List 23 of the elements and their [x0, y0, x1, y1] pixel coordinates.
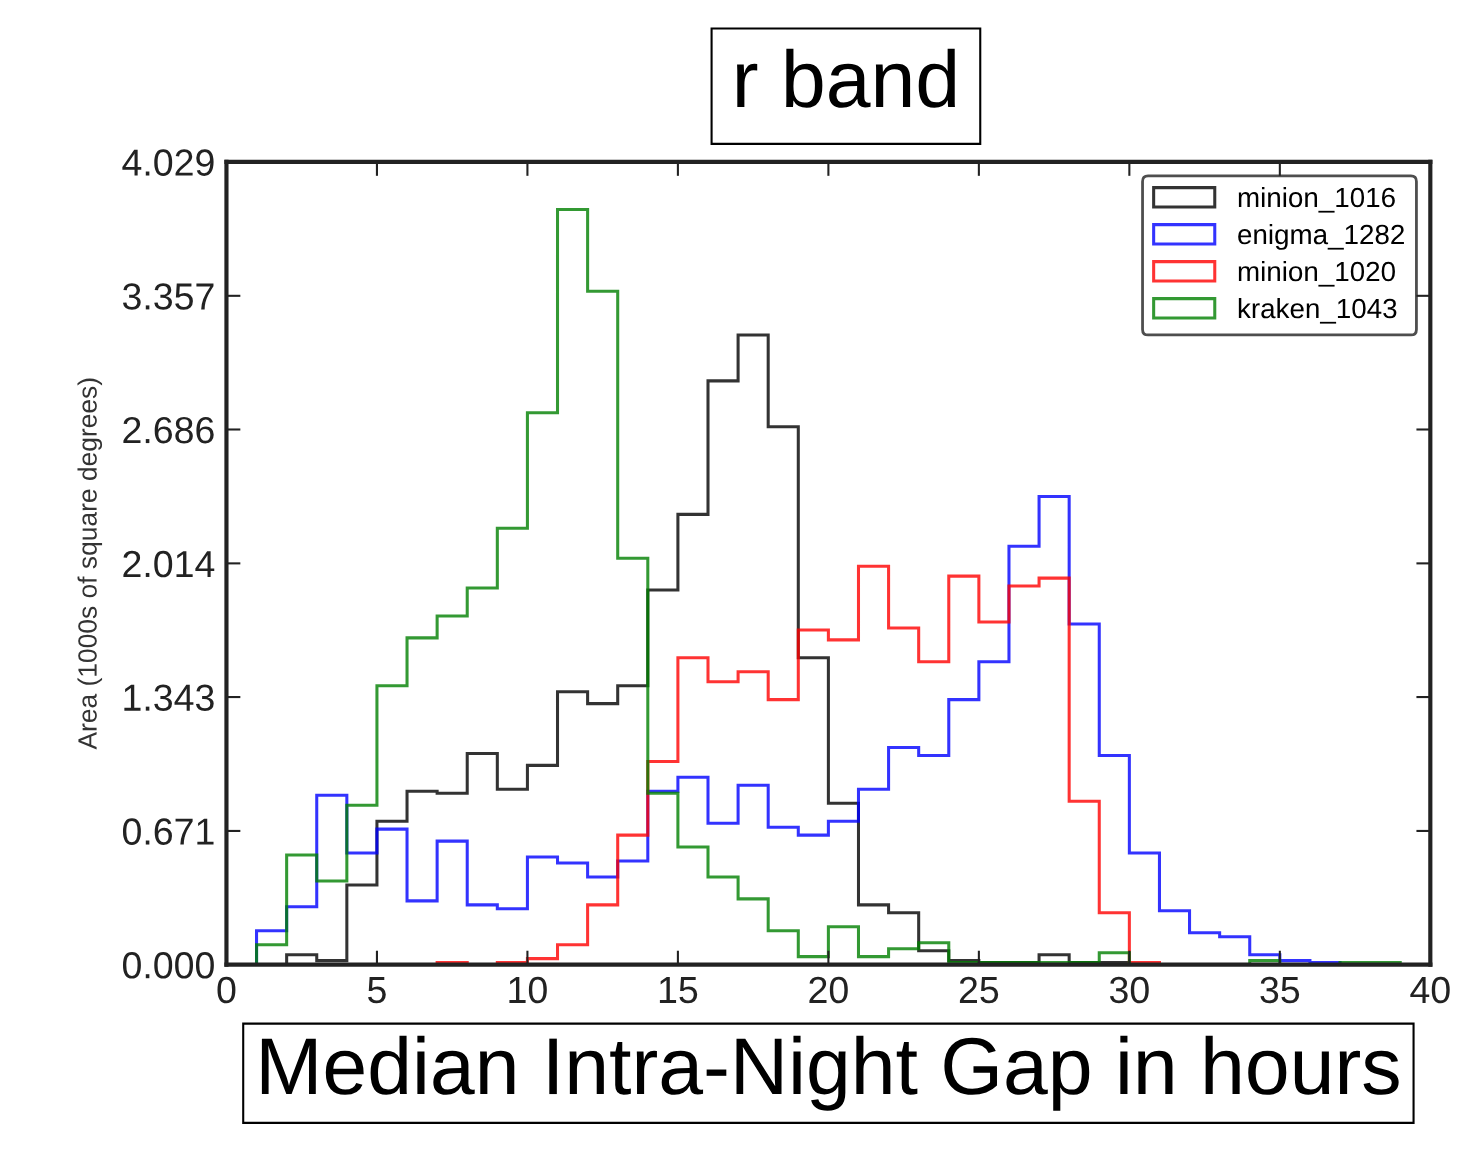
legend-label: enigma_1282 — [1238, 223, 1404, 250]
x-tick-label: 10 — [509, 976, 547, 1004]
y-tick-label: 3.357 — [122, 283, 214, 310]
x-tick-label: 30 — [1109, 976, 1149, 1004]
legend-label: minion_1020 — [1238, 260, 1395, 287]
legend-label: minion_1016 — [1238, 186, 1395, 213]
x-tick-label: 35 — [1260, 976, 1300, 1004]
x-tick-label: 25 — [959, 976, 999, 1004]
legend-label: kraken_1043 — [1238, 297, 1397, 324]
y-axis-title: Area (1000s of square degrees) — [77, 378, 103, 750]
y-tick-label: 1.343 — [124, 684, 214, 712]
x-tick-label: 0 — [217, 976, 236, 1004]
x-tick-label: 5 — [368, 977, 386, 1004]
x-tick-label: 15 — [659, 977, 698, 1004]
x-tick-label: 40 — [1410, 976, 1450, 1004]
y-tick-label: 4.029 — [122, 149, 214, 176]
y-tick-label: 2.686 — [123, 416, 214, 444]
x-axis-title: Median Intra-Night Gap in hours — [261, 1035, 1399, 1111]
y-tick-label: 0.000 — [122, 952, 214, 979]
chart-title: r band — [737, 48, 955, 108]
y-tick-label: 2.014 — [123, 550, 215, 578]
y-tick-label: 0.671 — [122, 818, 214, 845]
x-tick-label: 20 — [809, 976, 848, 1004]
